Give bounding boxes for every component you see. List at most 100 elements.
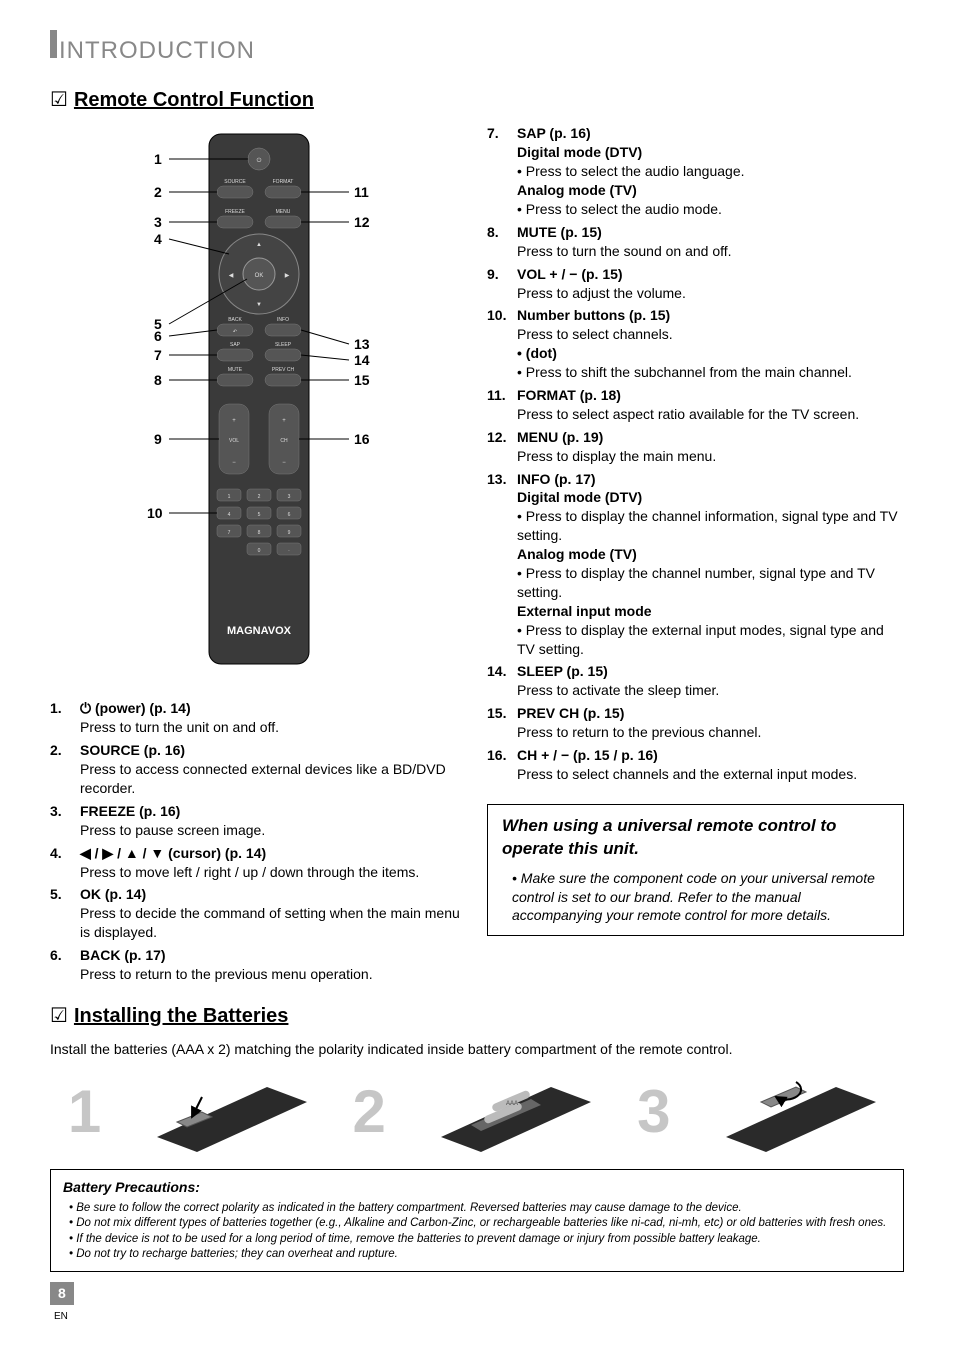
function-item: 9.VOL + / − (p. 15)Press to adjust the v… <box>487 265 904 303</box>
header-title: INTRODUCTION <box>59 35 255 67</box>
svg-text:7: 7 <box>154 347 162 363</box>
svg-text:8: 8 <box>154 372 162 388</box>
header-accent-bar <box>50 30 57 58</box>
battery-precautions: Battery Precautions: Be sure to follow t… <box>50 1169 904 1272</box>
svg-text:13: 13 <box>354 336 370 352</box>
function-item: 5.OK (p. 14)Press to decide the command … <box>50 885 467 942</box>
svg-text:2: 2 <box>257 494 260 500</box>
svg-text:3: 3 <box>287 494 290 500</box>
function-item: 2.SOURCE (p. 16)Press to access connecte… <box>50 741 467 798</box>
svg-text:8: 8 <box>257 530 260 536</box>
svg-text:4: 4 <box>154 231 162 247</box>
svg-text:+: + <box>232 418 236 424</box>
section-remote-title: Remote Control Function <box>74 87 314 114</box>
battery-step-1-icon <box>137 1067 317 1157</box>
svg-text:6: 6 <box>154 328 162 344</box>
svg-text:9: 9 <box>287 530 290 536</box>
svg-text:▼: ▼ <box>256 302 262 308</box>
svg-text:FREEZE: FREEZE <box>225 209 245 215</box>
section-remote-title-row: ☑ Remote Control Function <box>50 87 904 114</box>
function-item: 7.SAP (p. 16)Digital mode (DTV)Press to … <box>487 124 904 218</box>
svg-text:MAGNAVOX: MAGNAVOX <box>227 625 292 637</box>
svg-text:VOL: VOL <box>228 438 238 444</box>
svg-text:▶: ▶ <box>284 273 289 279</box>
function-item: 1.⏻ (power) (p. 14)Press to turn the uni… <box>50 699 467 737</box>
note-title: When using a universal remote control to… <box>502 815 889 861</box>
svg-text:2: 2 <box>154 184 162 200</box>
step-1-number: 1 <box>68 1071 101 1152</box>
svg-text:1: 1 <box>227 494 230 500</box>
svg-text:15: 15 <box>354 372 370 388</box>
remote-columns: ⏻ SOURCE FORMAT FREEZE MENU OK ▲ ▼ ◀ ▶ <box>50 124 904 987</box>
function-item: 15.PREV CH (p. 15)Press to return to the… <box>487 704 904 742</box>
function-item: 3.FREEZE (p. 16)Press to pause screen im… <box>50 802 467 840</box>
svg-text:7: 7 <box>227 530 230 536</box>
function-item: 13.INFO (p. 17)Digital mode (DTV)Press t… <box>487 470 904 659</box>
section-install: ☑ Installing the Batteries Install the b… <box>50 1003 904 1157</box>
svg-text:9: 9 <box>154 431 162 447</box>
left-column: ⏻ SOURCE FORMAT FREEZE MENU OK ▲ ▼ ◀ ▶ <box>50 124 467 987</box>
svg-text:14: 14 <box>354 352 370 368</box>
page-language: EN <box>50 1311 68 1322</box>
svg-text:16: 16 <box>354 431 370 447</box>
step-3-number: 3 <box>637 1071 670 1152</box>
precaution-item: Do not try to recharge batteries; they c… <box>69 1247 891 1263</box>
svg-text:BACK: BACK <box>228 317 242 323</box>
svg-text:MENU: MENU <box>275 209 290 215</box>
svg-text:INFO: INFO <box>277 317 289 323</box>
function-item: 12.MENU (p. 19)Press to display the main… <box>487 428 904 466</box>
svg-text:12: 12 <box>354 214 370 230</box>
step-2-number: 2 <box>352 1071 385 1152</box>
universal-remote-note: When using a universal remote control to… <box>487 804 904 937</box>
remote-svg: ⏻ SOURCE FORMAT FREEZE MENU OK ▲ ▼ ◀ ▶ <box>99 124 419 684</box>
svg-text:−: − <box>282 460 286 466</box>
svg-text:CH: CH <box>280 438 288 444</box>
svg-text:6: 6 <box>287 512 290 518</box>
function-item: 16.CH + / − (p. 15 / p. 16)Press to sele… <box>487 746 904 784</box>
note-item: Make sure the component code on your uni… <box>512 869 889 926</box>
page-footer: 8 EN <box>50 1282 904 1324</box>
function-item: 11.FORMAT (p. 18)Press to select aspect … <box>487 386 904 424</box>
function-item: 10.Number buttons (p. 15)Press to select… <box>487 306 904 382</box>
page-number: 8 <box>50 1282 74 1305</box>
precaution-item: If the device is not to be used for a lo… <box>69 1232 891 1248</box>
svg-text:FORMAT: FORMAT <box>272 179 293 185</box>
precaution-item: Do not mix different types of batteries … <box>69 1216 891 1232</box>
function-list-left: 1.⏻ (power) (p. 14)Press to turn the uni… <box>50 699 467 983</box>
check-icon: ☑ <box>50 87 68 114</box>
battery-step-3-icon <box>706 1067 886 1157</box>
svg-text:SLEEP: SLEEP <box>274 342 291 348</box>
precaution-item: Be sure to follow the correct polarity a… <box>69 1201 891 1217</box>
section-install-title: Installing the Batteries <box>74 1003 289 1030</box>
svg-text:10: 10 <box>147 505 163 521</box>
function-item: 8.MUTE (p. 15)Press to turn the sound on… <box>487 223 904 261</box>
remote-diagram: ⏻ SOURCE FORMAT FREEZE MENU OK ▲ ▼ ◀ ▶ <box>50 124 467 684</box>
battery-steps-row: 1 2 AAA 3 <box>50 1067 904 1157</box>
svg-text:↶: ↶ <box>232 329 236 335</box>
svg-text:◀: ◀ <box>228 273 233 279</box>
svg-text:SAP: SAP <box>229 342 240 348</box>
svg-text:−: − <box>232 460 236 466</box>
svg-text:OK: OK <box>254 273 263 279</box>
function-item: 6.BACK (p. 17)Press to return to the pre… <box>50 946 467 984</box>
svg-text:AAA: AAA <box>506 1101 518 1107</box>
install-description: Install the batteries (AAA x 2) matching… <box>50 1040 904 1059</box>
check-icon: ☑ <box>50 1003 68 1030</box>
svg-text:0: 0 <box>257 548 260 554</box>
battery-step-2-icon: AAA <box>421 1067 601 1157</box>
svg-text:11: 11 <box>354 184 369 200</box>
precautions-title: Battery Precautions: <box>63 1178 891 1197</box>
svg-text:5: 5 <box>257 512 260 518</box>
svg-text:▲: ▲ <box>256 242 262 248</box>
function-list-right: 7.SAP (p. 16)Digital mode (DTV)Press to … <box>487 124 904 783</box>
svg-text:4: 4 <box>227 512 230 518</box>
function-item: 14.SLEEP (p. 15)Press to activate the sl… <box>487 662 904 700</box>
right-column: 7.SAP (p. 16)Digital mode (DTV)Press to … <box>487 124 904 987</box>
svg-text:3: 3 <box>154 214 162 230</box>
function-item: 4.◀ / ▶ / ▲ / ▼ (cursor) (p. 14)Press to… <box>50 844 467 882</box>
svg-text:PREV CH: PREV CH <box>271 367 294 373</box>
note-items: Make sure the component code on your uni… <box>502 869 889 926</box>
precautions-list: Be sure to follow the correct polarity a… <box>63 1201 891 1263</box>
page-header: INTRODUCTION <box>50 30 904 67</box>
svg-text:MUTE: MUTE <box>227 367 242 373</box>
